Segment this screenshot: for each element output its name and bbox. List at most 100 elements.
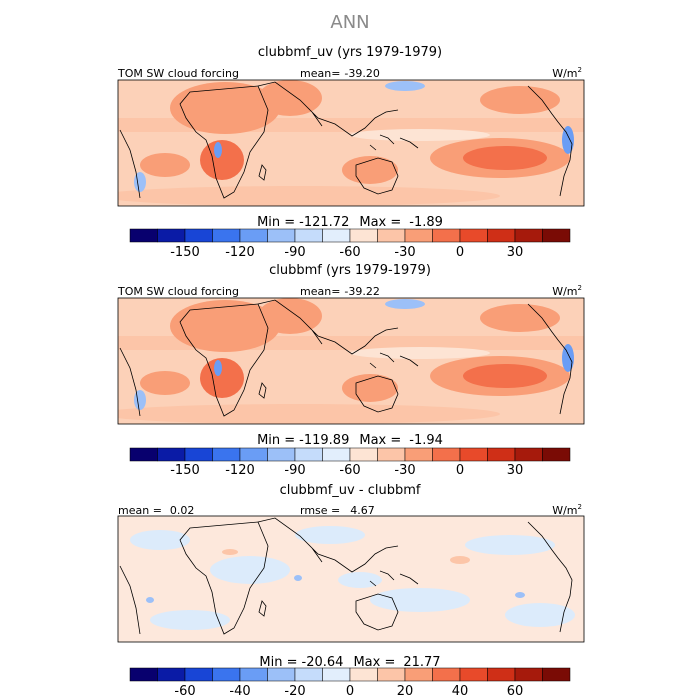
- panel-2-itcz-low: [350, 347, 490, 359]
- panel-3-neg-patch-8: [338, 572, 382, 588]
- colorbar-3-tick-label: 0: [346, 684, 354, 699]
- colorbar-1-bin-2: [184, 228, 213, 243]
- panel-3-africa-coast: [179, 521, 269, 635]
- panel-3-australia-coast: [355, 593, 399, 631]
- panel-1-eurasia-coast: [257, 81, 399, 137]
- colorbar-3-tick-label: 20: [397, 684, 414, 699]
- panel-3-rmse-value: 4.67: [350, 504, 375, 517]
- panel-2-westpac-forcing: [342, 374, 398, 402]
- colorbar-1-bin-1: [157, 228, 186, 243]
- colorbar-2-bin-12: [459, 447, 488, 462]
- panel-1-units-exp: 2: [578, 66, 582, 74]
- panel-2-blue-patch-a: [562, 344, 574, 372]
- season-title: ANN: [330, 12, 369, 33]
- panel-2-nh-pacific: [480, 304, 560, 332]
- colorbar-1-bin-4: [239, 228, 268, 243]
- colorbar-2-bin-9: [377, 447, 406, 462]
- panel-3-mean-value: 0.02: [170, 504, 195, 517]
- panel-2-africa-forcing: [170, 300, 280, 352]
- panel-3-map: [118, 516, 584, 642]
- panel-3-s-america-west: [119, 565, 141, 635]
- colorbar-1-tick-label: -60: [339, 245, 360, 260]
- panel-3-neg-patch-7: [505, 603, 575, 627]
- panel-2-madagascar: [258, 382, 267, 399]
- colorbar-1-tick-label: -30: [394, 245, 415, 260]
- panel-2-map: [118, 298, 584, 424]
- panel-2: clubbmf (yrs 1979-1979) TOM SW cloud for…: [117, 263, 585, 478]
- panel-3-minmax: Min = -20.64 Max = 21.77: [259, 655, 440, 670]
- panel-1-arabia-forcing: [258, 80, 322, 116]
- colorbar-3-tick-label: -60: [174, 684, 195, 699]
- panel-1-minmax: Min = -121.72 Max = -1.89: [257, 215, 443, 230]
- panel-2-stratocumulus-core: [463, 364, 547, 388]
- panel-1-australia-coast: [355, 157, 399, 195]
- colorbar-1-tick-label: -120: [225, 245, 255, 260]
- colorbar-2-tick-label: 0: [456, 463, 464, 478]
- colorbar-2-bin-11: [432, 447, 461, 462]
- panel-3-americas-coast: [527, 521, 573, 633]
- colorbar-3-bin-11: [432, 667, 461, 682]
- colorbar-1-bin-7: [322, 228, 351, 243]
- colorbar-2-bin-3: [212, 447, 241, 462]
- colorbar-3-bin-1: [157, 667, 186, 682]
- colorbar-3-bin-15: [542, 667, 571, 682]
- colorbar-2-tick-label: -120: [225, 463, 255, 478]
- panel-1-blue-patch-c: [385, 81, 425, 91]
- panel-1-stratocumulus-core: [463, 146, 547, 170]
- panel-1-congo-forcing: [200, 140, 244, 180]
- panel-3-rmse-label: rmse =: [300, 504, 340, 517]
- colorbar-2-bin-13: [487, 447, 516, 462]
- panel-3-islands: [369, 570, 419, 587]
- colorbar-1-bin-14: [514, 228, 543, 243]
- panel-3-pos-patch-2: [222, 549, 238, 555]
- colorbar-1-tick-label: 0: [456, 245, 464, 260]
- panel-1-mean-label: mean=: [300, 67, 340, 80]
- colorbar-2-bin-15: [542, 447, 571, 462]
- colorbar-3-bin-5: [267, 667, 296, 682]
- panel-1-units-text: W/m: [552, 67, 577, 80]
- colorbar-2-bin-0: [129, 447, 158, 462]
- colorbar-3-tick-label: -20: [284, 684, 305, 699]
- colorbar-2-tick-label: 30: [507, 463, 524, 478]
- colorbar-1-bin-9: [377, 228, 406, 243]
- panel-3-units: W/m2: [552, 503, 582, 517]
- colorbar-1-bin-10: [404, 228, 433, 243]
- panel-1-blue-patch-a: [562, 126, 574, 154]
- panel-2-units-text: W/m: [552, 285, 577, 298]
- colorbar-3-bin-13: [487, 667, 516, 682]
- panel-2-variable: TOM SW cloud forcing: [117, 285, 239, 298]
- panel-1-blue-patch-d: [134, 172, 146, 192]
- panel-2-units: W/m2: [552, 284, 582, 298]
- colorbar-2-bin-6: [294, 447, 323, 462]
- panel-3-neg-patch-3: [295, 526, 365, 544]
- panel-2-congo-forcing: [200, 358, 244, 398]
- panel-2-title: clubbmf (yrs 1979-1979): [269, 263, 431, 278]
- panel-2-australia-coast: [355, 375, 399, 413]
- colorbar-2-bin-2: [184, 447, 213, 462]
- panel-2-units-exp: 2: [578, 284, 582, 292]
- panel-3-pos-patch-1: [450, 556, 470, 564]
- panel-1-units: W/m2: [552, 66, 582, 80]
- colorbar-1-tick-label: -150: [170, 245, 200, 260]
- panel-1-atlantic-forcing: [140, 153, 190, 177]
- colorbar-3-bin-7: [322, 667, 351, 682]
- colorbar-3-bin-2: [184, 667, 213, 682]
- panel-3-strong-neg-1: [294, 575, 302, 581]
- panel-2-southern-ocean: [118, 404, 500, 424]
- colorbar-1-tick-label: 30: [507, 245, 524, 260]
- panel-1-mean-value: -39.20: [344, 67, 379, 80]
- panel-3-strong-neg-2: [515, 592, 525, 598]
- panel-1-frame: [117, 79, 585, 207]
- panel-3-mean: mean = 0.02: [118, 504, 194, 517]
- colorbar-2-bin-7: [322, 447, 351, 462]
- panel-3-mean-label: mean =: [118, 504, 162, 517]
- panel-1-map: [118, 80, 584, 206]
- panel-3-madagascar: [258, 600, 267, 617]
- panel-3-strong-neg-3: [146, 597, 154, 603]
- colorbar-3-bin-14: [514, 667, 543, 682]
- panel-1-islands: [369, 134, 419, 151]
- colorbar-3-bin-12: [459, 667, 488, 682]
- colorbar-2-tick-label: -60: [339, 463, 360, 478]
- panel-1-southern-ocean: [118, 186, 500, 206]
